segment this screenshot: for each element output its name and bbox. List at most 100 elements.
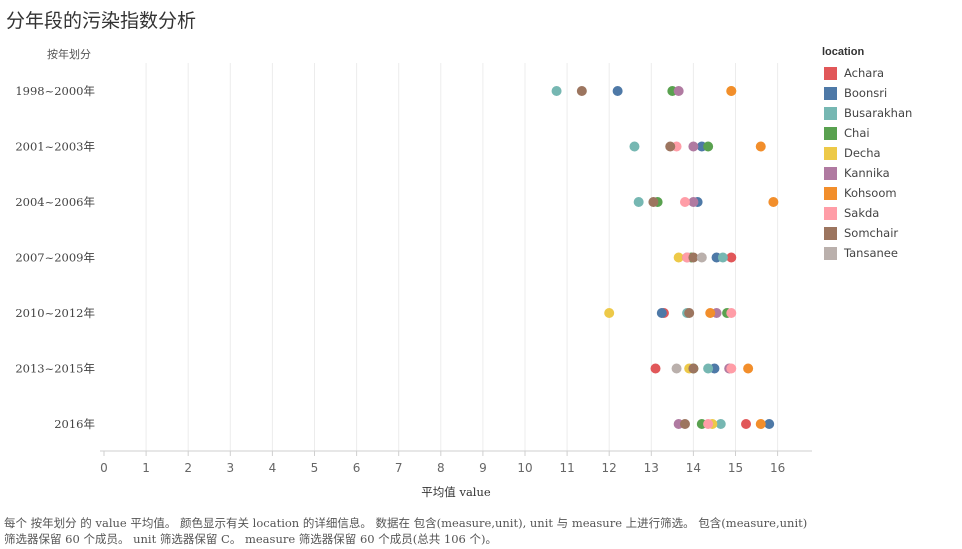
data-point-decha: [673, 252, 684, 263]
data-point-kohsoom: [755, 141, 766, 152]
x-tick-label: 6: [353, 461, 361, 475]
y-category-label: 2010~2012年: [15, 306, 95, 320]
data-point-somchair: [648, 197, 659, 207]
x-tick-label: 10: [517, 461, 532, 475]
data-point-kohsoom: [705, 308, 716, 318]
data-point-achara: [726, 252, 737, 263]
legend-swatch: [824, 66, 837, 80]
x-tick-label: 7: [395, 461, 403, 475]
legend-label: Chai: [844, 126, 870, 140]
legend-label: Sakda: [844, 206, 880, 220]
x-tick-label: 5: [311, 461, 319, 475]
legend-label: Boonsri: [844, 86, 888, 100]
data-point-tansanee: [696, 252, 707, 263]
data-point-busarakhan: [629, 141, 640, 152]
x-tick-label: 11: [559, 461, 574, 475]
legend-item-somchair[interactable]: Somchair: [822, 223, 962, 243]
y-category-label: 2001~2003年: [15, 140, 95, 154]
data-point-kohsoom: [768, 197, 779, 207]
legend-item-achara[interactable]: Achara: [822, 63, 962, 83]
x-tick-label: 8: [437, 461, 445, 475]
data-point-busarakhan: [717, 252, 728, 263]
data-point-kannika: [688, 141, 699, 152]
chart-title: 分年段的污染指数分析: [6, 10, 197, 32]
chart-caption: 每个 按年划分 的 value 平均值。 颜色显示有关 location 的详细…: [4, 515, 824, 547]
data-point-somchair: [684, 308, 695, 318]
caption-line-1: 每个 按年划分 的 value 平均值。 颜色显示有关 location 的详细…: [4, 516, 808, 530]
legend-label: Decha: [844, 146, 881, 160]
y-category-label: 2016年: [54, 417, 95, 431]
x-tick-label: 16: [770, 461, 785, 475]
data-point-busarakhan: [715, 419, 726, 429]
data-point-busarakhan: [703, 363, 714, 374]
data-point-sakda: [703, 419, 714, 429]
legend-title: location: [822, 46, 865, 58]
legend-item-sakda[interactable]: Sakda: [822, 203, 962, 223]
legend-swatch: [824, 246, 837, 260]
data-point-kannika: [688, 197, 699, 207]
x-axis-title: 平均值 value: [421, 485, 491, 499]
data-point-chai: [703, 141, 714, 152]
caption-line-2: 筛选器保留 60 个成员。 unit 筛选器保留 C。 measure 筛选器保…: [4, 532, 497, 546]
legend-swatch: [824, 126, 837, 140]
y-category-label: 2013~2015年: [15, 362, 95, 376]
legend-item-busarakhan[interactable]: Busarakhan: [822, 103, 962, 123]
legend-label: Achara: [844, 66, 885, 80]
legend-swatch: [824, 106, 837, 120]
data-point-somchair: [679, 419, 690, 429]
legend-item-kannika[interactable]: Kannika: [822, 163, 962, 183]
x-tick-label: 9: [479, 461, 487, 475]
data-point-tansanee: [671, 363, 682, 374]
x-tick-label: 4: [269, 461, 277, 475]
data-point-busarakhan: [633, 197, 644, 207]
legend-swatch: [824, 226, 837, 240]
y-category-label: 2007~2009年: [15, 251, 95, 265]
legend-item-chai[interactable]: Chai: [822, 123, 962, 143]
x-tick-label: 0: [100, 461, 108, 475]
x-tick-label: 14: [686, 461, 701, 475]
data-point-achara: [741, 419, 752, 429]
legend-label: Kohsoom: [844, 186, 897, 200]
data-point-boonsri: [656, 308, 667, 318]
data-point-somchair: [688, 252, 699, 263]
data-point-boonsri: [764, 419, 775, 429]
x-tick-label: 1: [142, 461, 150, 475]
legend-swatch: [824, 146, 837, 160]
data-point-somchair: [576, 86, 587, 96]
y-category-label: 2004~2006年: [15, 195, 95, 209]
legend-swatch: [824, 86, 837, 100]
x-tick-label: 15: [728, 461, 743, 475]
data-point-kohsoom: [743, 363, 754, 374]
row-header: 按年划分: [47, 48, 91, 61]
data-point-kohsoom: [726, 86, 737, 96]
data-point-kannika: [673, 86, 684, 96]
legend-item-decha[interactable]: Decha: [822, 143, 962, 163]
x-tick-label: 12: [602, 461, 617, 475]
legend-label: Tansanee: [844, 246, 898, 260]
legend-item-kohsoom[interactable]: Kohsoom: [822, 183, 962, 203]
data-point-achara: [650, 363, 661, 374]
data-point-sakda: [726, 363, 737, 374]
legend-item-tansanee[interactable]: Tansanee: [822, 243, 962, 263]
data-point-kohsoom: [755, 419, 766, 429]
legend-items: Achara Boonsri Busarakhan Chai Decha Kannika K…: [822, 63, 962, 263]
legend-label: Somchair: [844, 226, 899, 240]
data-point-decha: [604, 308, 615, 318]
data-point-somchair: [688, 363, 699, 374]
x-tick-label: 2: [184, 461, 192, 475]
data-point-somchair: [665, 141, 676, 152]
legend-item-boonsri[interactable]: Boonsri: [822, 83, 962, 103]
data-point-busarakhan: [551, 86, 562, 96]
data-point-sakda: [679, 197, 690, 207]
data-point-sakda: [726, 308, 737, 318]
legend-label: Busarakhan: [844, 106, 913, 120]
legend-swatch: [824, 166, 837, 180]
legend: location Achara Boonsri Busarakhan Chai Dech…: [822, 46, 962, 263]
y-category-label: 1998~2000年: [15, 84, 95, 98]
legend-swatch: [824, 206, 837, 220]
legend-swatch: [824, 186, 837, 200]
data-point-boonsri: [612, 86, 623, 96]
legend-label: Kannika: [844, 166, 890, 180]
x-tick-label: 13: [644, 461, 659, 475]
